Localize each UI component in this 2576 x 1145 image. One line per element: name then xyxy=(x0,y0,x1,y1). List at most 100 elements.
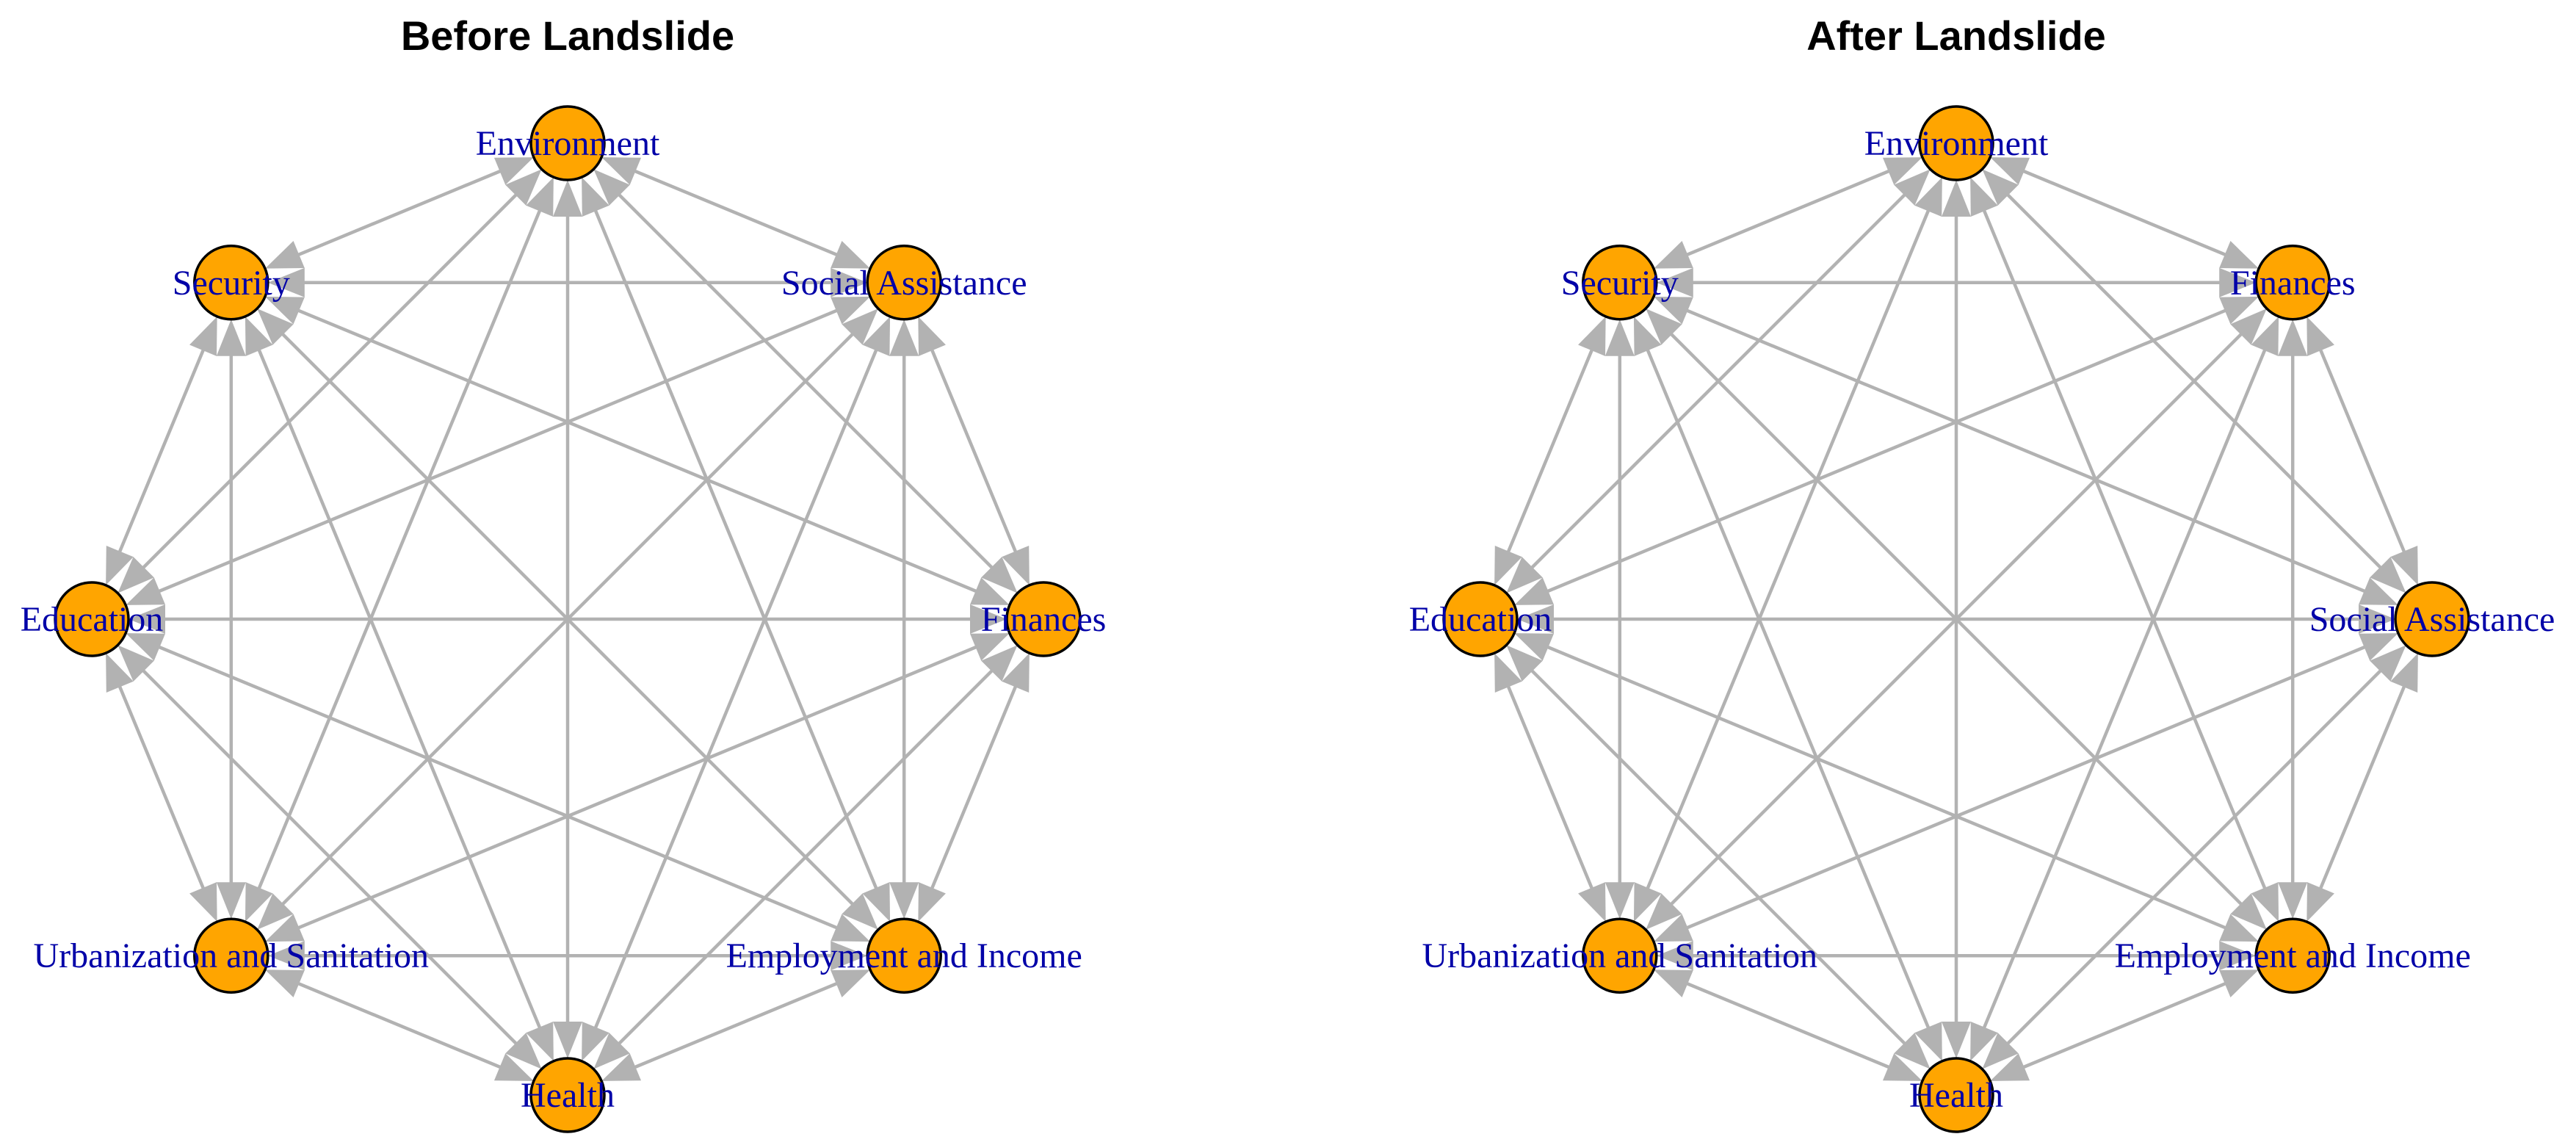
node-label: Urbanization and Sanitation xyxy=(1422,936,1818,975)
arrowhead-to-social-assistance xyxy=(918,316,946,356)
arrowhead-to-social-assistance xyxy=(889,319,919,356)
node-label: Health xyxy=(521,1076,615,1115)
arrowhead-to-education xyxy=(126,633,166,661)
edge-health-education xyxy=(131,659,528,1055)
arrowhead-to-employment-and-income xyxy=(862,882,891,922)
node-environment: Environment xyxy=(476,105,660,181)
arrowhead-to-finances xyxy=(2230,308,2267,345)
arrowhead-to-health xyxy=(553,1022,582,1058)
node-social-assistance: Social Assistance xyxy=(2309,581,2555,657)
arrowhead-to-social-assistance xyxy=(2358,577,2398,605)
node-label: Social Assistance xyxy=(2309,600,2555,639)
node-social-assistance: Social Assistance xyxy=(781,245,1027,321)
edge-finances-security xyxy=(284,303,990,599)
edge-health-education xyxy=(1520,659,1917,1055)
node-circle xyxy=(529,1057,606,1133)
edge-health-urbanization-and-sanitation xyxy=(1673,976,1903,1074)
edge-layer xyxy=(106,157,1030,1081)
arrowhead-to-health xyxy=(1982,1033,2019,1069)
edge-urbanization-and-sanitation-education xyxy=(112,673,211,903)
node-urbanization-and-sanitation: Urbanization and Sanitation xyxy=(34,917,430,994)
edge-social-assistance-employment-and-income xyxy=(2313,673,2412,903)
arrowhead-to-education xyxy=(1514,577,1555,605)
edge-environment-urbanization-and-sanitation xyxy=(1640,197,1936,903)
arrowhead-to-security xyxy=(1653,296,1693,325)
arrowhead-to-health xyxy=(526,1021,554,1061)
arrowhead-to-urbanization-and-sanitation xyxy=(1646,893,1682,930)
edge-finances-urbanization-and-sanitation xyxy=(284,640,990,935)
arrowhead-to-urbanization-and-sanitation xyxy=(1604,882,1635,920)
arrowhead-to-social-assistance xyxy=(842,308,878,345)
arrowhead-to-education xyxy=(1506,557,1543,593)
edge-social-assistance-finances xyxy=(925,336,1023,566)
panel-title: Before Landslide xyxy=(401,12,734,59)
arrowhead-to-finances xyxy=(1002,545,1030,585)
arrowhead-to-security xyxy=(1578,316,1606,356)
node-circle xyxy=(1005,581,1082,657)
arrowhead-to-urbanization-and-sanitation xyxy=(245,882,273,922)
arrowhead-to-social-assistance xyxy=(862,316,891,356)
arrowhead-to-health xyxy=(601,1053,642,1081)
arrowhead-to-urbanization-and-sanitation xyxy=(1578,882,1606,922)
arrowhead-to-urbanization-and-sanitation xyxy=(264,969,305,997)
arrowhead-to-security xyxy=(216,319,246,356)
node-education: Education xyxy=(21,581,164,657)
arrowhead-to-security xyxy=(1633,316,1662,356)
node-circle xyxy=(1918,1057,1994,1133)
node-circle xyxy=(2254,917,2331,994)
node-circle xyxy=(2394,581,2470,657)
arrowhead-to-health xyxy=(1990,1053,2030,1081)
arrowhead-to-security xyxy=(264,296,305,325)
arrowhead-to-security xyxy=(1653,241,1693,269)
node-label: Employment and Income xyxy=(726,936,1082,975)
arrowhead-to-employment-and-income xyxy=(831,941,868,971)
arrowhead-to-social-assistance xyxy=(2390,653,2418,693)
arrowhead-to-environment xyxy=(1942,180,1971,217)
arrowhead-to-employment-and-income xyxy=(2278,882,2308,920)
arrowhead-to-security xyxy=(1656,267,1693,297)
arrowhead-to-environment xyxy=(1990,157,2030,185)
arrowhead-to-finances xyxy=(2251,316,2279,356)
node-label: Urbanization and Sanitation xyxy=(34,936,430,975)
node-finances: Finances xyxy=(2230,245,2356,321)
arrowhead-to-employment-and-income xyxy=(2230,893,2267,930)
arrowhead-to-urbanization-and-sanitation xyxy=(1653,914,1693,942)
arrowhead-to-environment xyxy=(553,180,582,217)
arrowhead-to-urbanization-and-sanitation xyxy=(1653,969,1693,997)
arrowhead-to-security xyxy=(189,316,217,356)
arrowhead-to-security xyxy=(267,267,305,297)
arrowhead-to-finances xyxy=(2219,241,2260,269)
arrowhead-to-environment xyxy=(593,169,630,206)
node-label: Education xyxy=(21,600,164,639)
edge-employment-and-income-security xyxy=(271,322,864,916)
edge-health-security xyxy=(252,336,547,1041)
arrowhead-to-social-assistance xyxy=(2370,645,2406,682)
arrowhead-to-social-assistance xyxy=(831,296,871,325)
edge-finances-employment-and-income xyxy=(925,673,1023,903)
arrowhead-to-health xyxy=(593,1033,630,1069)
arrowhead-to-finances xyxy=(2219,296,2260,325)
arrowhead-to-environment xyxy=(582,177,609,217)
edge-employment-and-income-education xyxy=(145,640,851,935)
panel-before-landslide: Before Landslide Environment Social Assis… xyxy=(21,12,1106,1133)
edge-urbanization-and-sanitation-education xyxy=(1501,673,1599,903)
edge-social-assistance-urbanization-and-sanitation xyxy=(1673,640,2378,935)
arrowhead-to-finances xyxy=(1002,653,1030,693)
arrowhead-to-urbanization-and-sanitation xyxy=(189,882,217,922)
arrowhead-to-environment xyxy=(1914,177,1942,217)
node-environment: Environment xyxy=(1864,105,2049,181)
arrowhead-to-education xyxy=(129,604,165,634)
arrowhead-to-security xyxy=(245,316,273,356)
node-employment-and-income: Employment and Income xyxy=(726,917,1082,994)
arrowhead-to-education xyxy=(1517,604,1554,634)
node-layer: Environment Social Assistance Finances Empl… xyxy=(21,105,1106,1133)
arrowhead-to-finances xyxy=(2307,316,2334,356)
edge-employment-and-income-education xyxy=(1534,640,2240,935)
arrowhead-to-finances xyxy=(981,557,1018,593)
arrowhead-to-education xyxy=(106,545,134,585)
arrowhead-to-urbanization-and-sanitation xyxy=(1633,882,1662,922)
arrowhead-to-education xyxy=(1494,545,1522,585)
arrowhead-to-security xyxy=(1604,319,1635,356)
node-label: Environment xyxy=(476,124,660,163)
